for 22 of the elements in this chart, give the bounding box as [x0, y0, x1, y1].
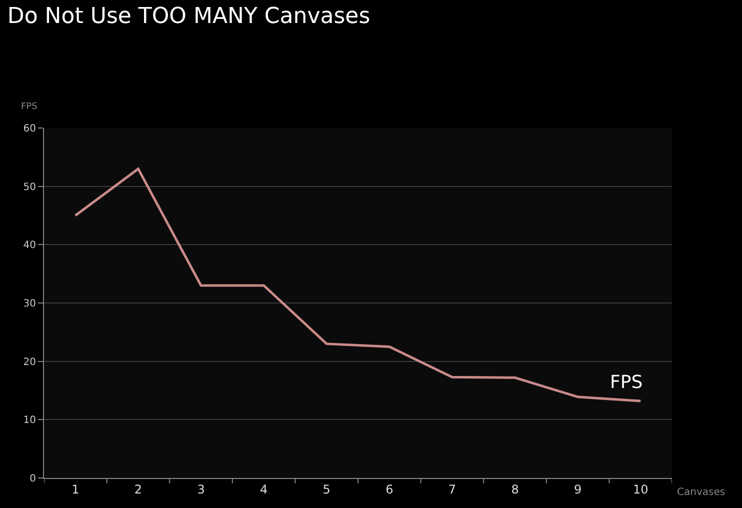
x-tick-label: 6 [386, 482, 394, 496]
x-axis-title: Canvases [677, 487, 726, 498]
x-tick-label: 1 [72, 482, 80, 496]
y-tick-label: 60 [23, 124, 36, 134]
x-tick-label: 3 [197, 482, 205, 496]
x-tick-label: 9 [574, 482, 582, 496]
y-tick-label: 10 [23, 415, 36, 426]
y-tick-label: 20 [23, 356, 36, 368]
series-label: FPS [610, 372, 643, 393]
chart-title: Do Not Use TOO MANY Canvases [7, 4, 370, 30]
x-tick-label: 5 [322, 482, 330, 496]
y-axis-title: FPS [21, 102, 38, 112]
y-tick-label: 30 [23, 298, 36, 310]
y-tick-label: 0 [30, 474, 36, 484]
x-tick-label: 2 [134, 482, 142, 496]
y-tick-label: 50 [23, 182, 36, 193]
x-tick-label: 8 [511, 482, 519, 496]
line-series [74, 168, 642, 402]
y-tick-label: 40 [23, 240, 36, 252]
x-tick-label: 10 [632, 482, 648, 496]
x-tick-label: 7 [448, 482, 456, 496]
x-tick-label: 4 [260, 482, 268, 496]
